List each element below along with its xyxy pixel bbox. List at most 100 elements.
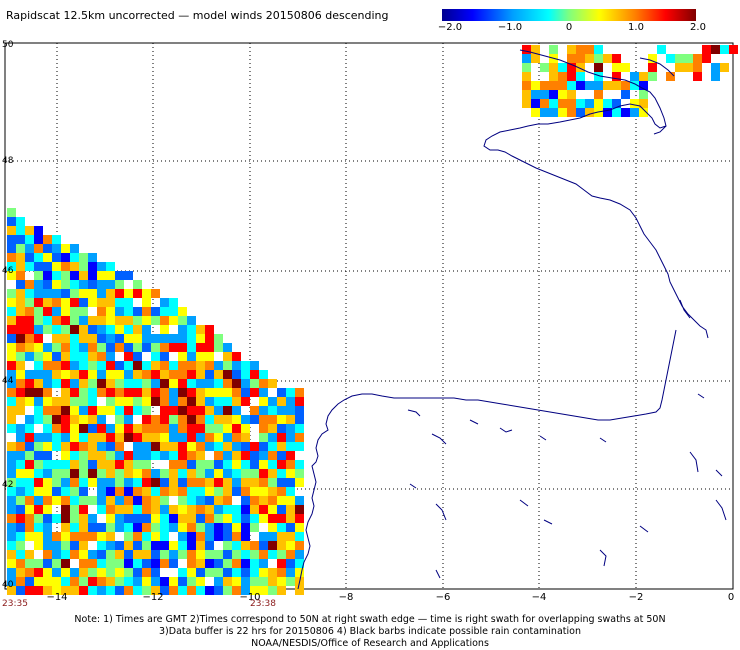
wind-cell bbox=[232, 397, 241, 406]
wind-cell bbox=[115, 514, 124, 523]
wind-cell bbox=[34, 388, 43, 397]
wind-cell bbox=[7, 388, 16, 397]
wind-cell bbox=[79, 325, 88, 334]
wind-cell bbox=[7, 487, 16, 496]
wind-cell bbox=[43, 451, 52, 460]
wind-cell bbox=[115, 487, 124, 496]
wind-cell bbox=[223, 559, 232, 568]
wind-cell bbox=[187, 361, 196, 370]
wind-cell bbox=[70, 388, 79, 397]
wind-cell bbox=[34, 262, 43, 271]
wind-cell bbox=[97, 325, 106, 334]
wind-cell bbox=[250, 505, 259, 514]
wind-cell bbox=[232, 415, 241, 424]
wind-swath-north bbox=[522, 45, 738, 117]
wind-cell bbox=[268, 397, 277, 406]
wind-cell bbox=[729, 45, 738, 54]
wind-cell bbox=[133, 460, 142, 469]
wind-cell bbox=[70, 361, 79, 370]
wind-cell bbox=[43, 487, 52, 496]
wind-cell bbox=[79, 514, 88, 523]
wind-cell bbox=[214, 550, 223, 559]
wind-cell bbox=[97, 289, 106, 298]
wind-cell bbox=[223, 361, 232, 370]
wind-cell bbox=[205, 469, 214, 478]
wind-cell bbox=[52, 397, 61, 406]
wind-cell bbox=[232, 505, 241, 514]
wind-cell bbox=[277, 532, 286, 541]
wind-cell bbox=[549, 90, 558, 99]
wind-cell bbox=[16, 559, 25, 568]
wind-cell bbox=[205, 442, 214, 451]
wind-cell bbox=[52, 424, 61, 433]
wind-cell bbox=[187, 352, 196, 361]
wind-cell bbox=[187, 460, 196, 469]
wind-cell bbox=[70, 253, 79, 262]
wind-cell bbox=[196, 352, 205, 361]
wind-cell bbox=[214, 388, 223, 397]
wind-cell bbox=[61, 325, 70, 334]
wind-cell bbox=[241, 550, 250, 559]
wind-cell bbox=[142, 586, 151, 595]
wind-cell bbox=[43, 397, 52, 406]
wind-cell bbox=[106, 298, 115, 307]
wind-cell bbox=[295, 442, 304, 451]
wind-cell bbox=[286, 433, 295, 442]
wind-cell bbox=[106, 559, 115, 568]
wind-cell bbox=[187, 514, 196, 523]
wind-cell bbox=[43, 523, 52, 532]
wind-cell bbox=[160, 487, 169, 496]
wind-cell bbox=[106, 307, 115, 316]
wind-cell bbox=[97, 460, 106, 469]
wind-cell bbox=[88, 586, 97, 595]
wind-cell bbox=[43, 307, 52, 316]
wind-cell bbox=[187, 406, 196, 415]
wind-cell bbox=[34, 253, 43, 262]
wind-cell bbox=[205, 325, 214, 334]
wind-cell bbox=[295, 388, 304, 397]
wind-cell bbox=[43, 559, 52, 568]
wind-cell bbox=[196, 388, 205, 397]
wind-cell bbox=[16, 469, 25, 478]
swath-time-right: 23:38 bbox=[250, 599, 276, 609]
wind-cell bbox=[142, 487, 151, 496]
wind-cell bbox=[34, 469, 43, 478]
wind-cell bbox=[34, 226, 43, 235]
wind-cell bbox=[178, 487, 187, 496]
wind-cell bbox=[286, 505, 295, 514]
wind-cell bbox=[52, 541, 61, 550]
coastline bbox=[297, 49, 727, 590]
wind-cell bbox=[133, 487, 142, 496]
wind-cell bbox=[88, 433, 97, 442]
wind-cell bbox=[187, 478, 196, 487]
wind-cell bbox=[79, 361, 88, 370]
wind-cell bbox=[124, 352, 133, 361]
wind-cell bbox=[7, 217, 16, 226]
wind-cell bbox=[25, 487, 34, 496]
wind-cell bbox=[594, 63, 603, 72]
wind-cell bbox=[151, 379, 160, 388]
wind-cell bbox=[639, 108, 648, 117]
wind-cell bbox=[286, 424, 295, 433]
wind-cell bbox=[115, 307, 124, 316]
wind-cell bbox=[79, 523, 88, 532]
wind-cell bbox=[178, 469, 187, 478]
wind-cell bbox=[70, 586, 79, 595]
wind-cell bbox=[286, 568, 295, 577]
wind-cell bbox=[277, 496, 286, 505]
wind-cell bbox=[124, 388, 133, 397]
wind-cell bbox=[241, 523, 250, 532]
wind-cell bbox=[70, 325, 79, 334]
wind-cell bbox=[70, 541, 79, 550]
wind-cell bbox=[34, 451, 43, 460]
wind-cell bbox=[88, 316, 97, 325]
wind-cell bbox=[79, 397, 88, 406]
wind-cell bbox=[196, 460, 205, 469]
wind-cell bbox=[25, 577, 34, 586]
wind-cell bbox=[97, 262, 106, 271]
wind-cell bbox=[612, 63, 621, 72]
wind-cell bbox=[97, 433, 106, 442]
wind-cell bbox=[151, 370, 160, 379]
wind-cell bbox=[16, 541, 25, 550]
wind-cell bbox=[630, 72, 639, 81]
